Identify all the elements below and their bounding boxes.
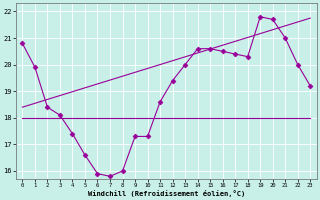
X-axis label: Windchill (Refroidissement éolien,°C): Windchill (Refroidissement éolien,°C) <box>88 190 245 197</box>
